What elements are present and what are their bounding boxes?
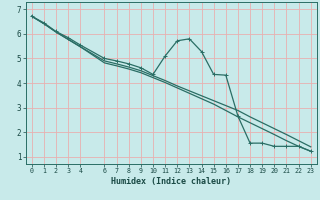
- X-axis label: Humidex (Indice chaleur): Humidex (Indice chaleur): [111, 177, 231, 186]
